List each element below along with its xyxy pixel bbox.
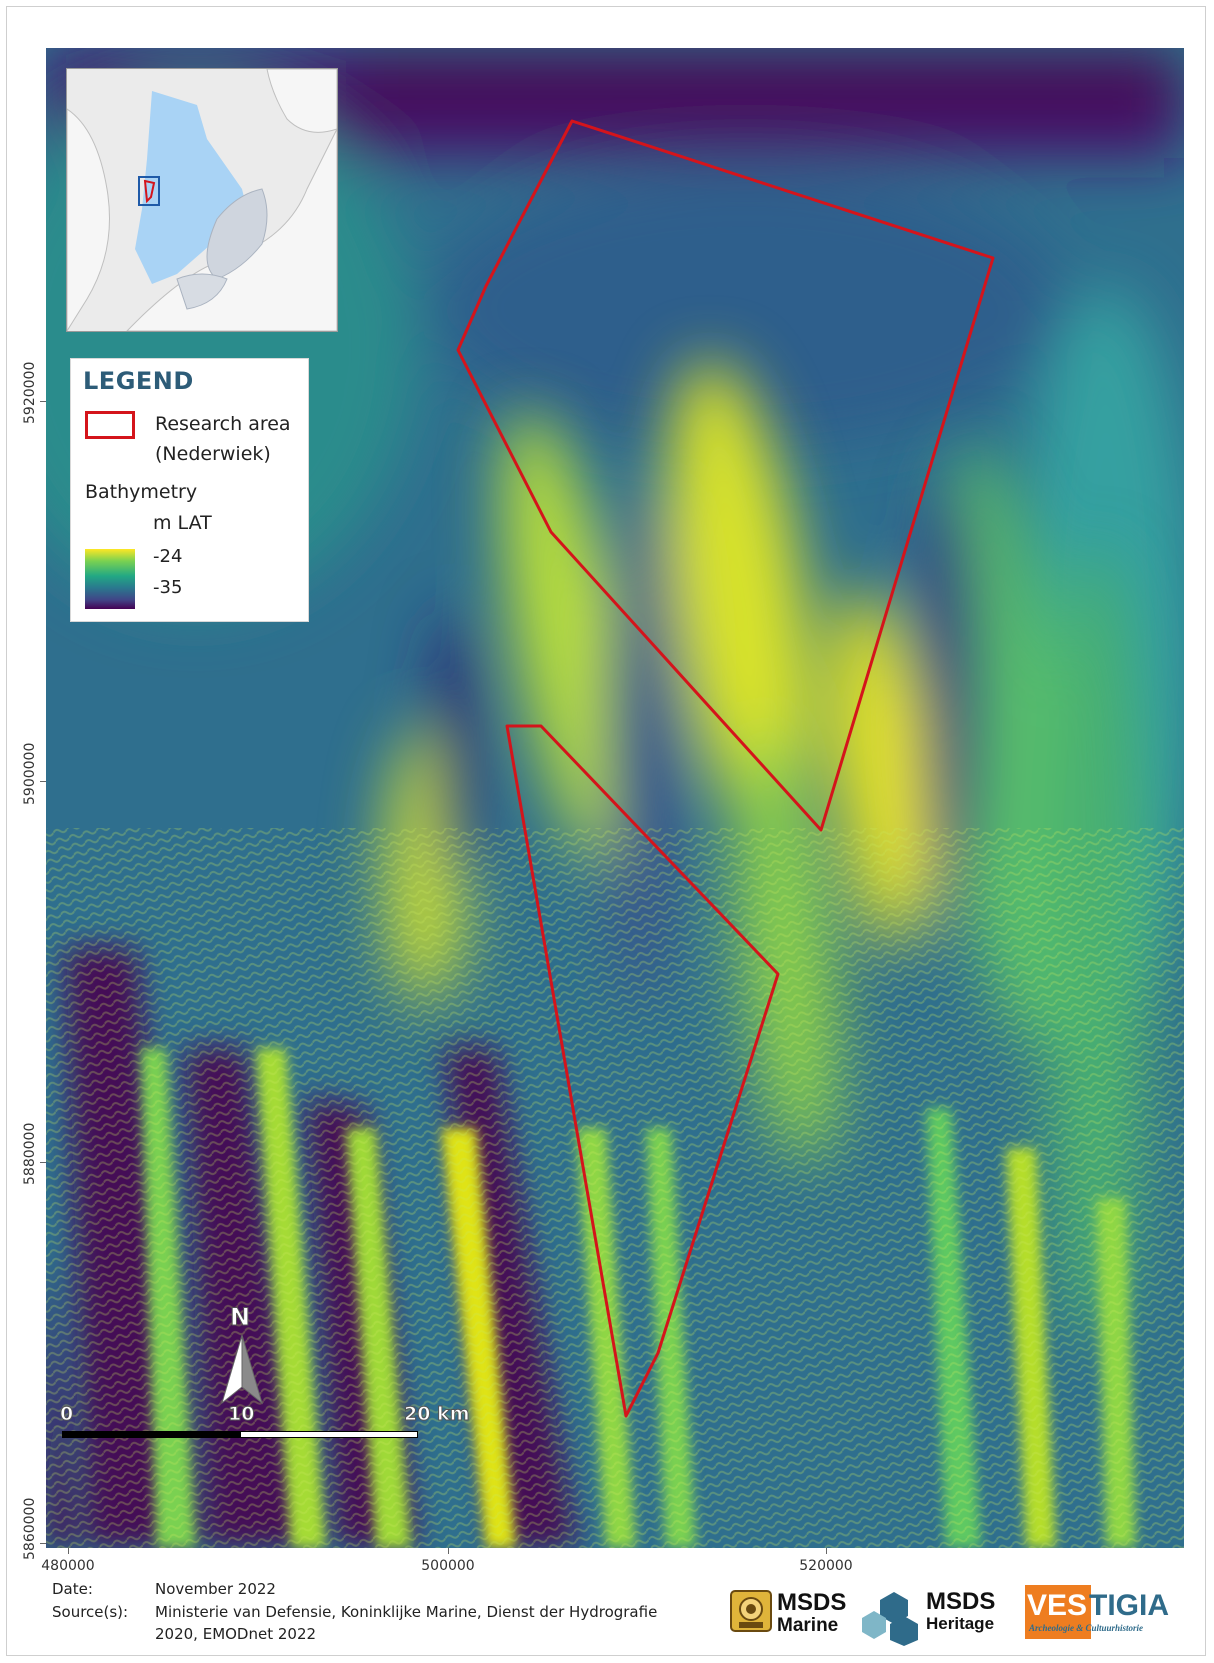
north-arrow: N (218, 1303, 274, 1408)
x-tick (68, 1548, 69, 1554)
y-axis-label-5880000: 5880000 (22, 1122, 38, 1185)
msds-marine-logo: MSDS Marine (725, 1583, 860, 1643)
y-tick (40, 1543, 46, 1544)
msds-heritage-text-1: MSDS (926, 1588, 996, 1615)
msds-heritage-logo: MSDS Heritage (860, 1578, 1015, 1648)
ramp-low-label: -35 (153, 577, 183, 598)
vestigia-subtitle: Archeologie & Cultuurhistorie (1029, 1623, 1144, 1633)
bathymetry-map[interactable]: LEGEND Research area (Nederwiek) Bathyme… (46, 48, 1184, 1548)
date-key: Date: (52, 1580, 93, 1598)
logos-area: MSDS Marine MSDS Heritage VES TIGIA Arch… (725, 1578, 1180, 1648)
research-area-swatch (85, 411, 135, 439)
inset-locator-map (66, 68, 338, 332)
msds-marine-text-2: Marine (777, 1615, 839, 1636)
bathymetry-color-ramp (85, 549, 135, 609)
vestigia-orange-block (1025, 1585, 1091, 1639)
y-tick (40, 401, 46, 402)
source-value: Ministerie van Defensie, Koninklijke Mar… (155, 1603, 658, 1643)
ramp-high-label: -24 (153, 546, 183, 567)
scale-label-20: 20 km (404, 1403, 470, 1426)
y-axis-label-5860000: 5860000 (22, 1497, 38, 1560)
scale-label-0: 0 (59, 1403, 74, 1426)
date-value: November 2022 (155, 1580, 276, 1598)
x-axis-label-520000: 520000 (799, 1558, 853, 1574)
bathymetry-title: Bathymetry (85, 481, 198, 503)
legend-panel: LEGEND Research area (Nederwiek) Bathyme… (70, 358, 309, 622)
scale-label-10: 10 (227, 1403, 255, 1426)
x-axis-label-500000: 500000 (421, 1558, 475, 1574)
research-area-outline[interactable] (456, 119, 995, 1418)
scale-bar: 0 10 20 km (59, 1403, 470, 1443)
legend-title: LEGEND (83, 367, 194, 395)
research-area-label: Research area (Nederwiek) (155, 413, 291, 465)
vestigia-text-2: TIGIA (1089, 1589, 1169, 1622)
y-tick (40, 1162, 46, 1163)
hexagon-icon (862, 1592, 918, 1646)
y-tick (40, 781, 46, 782)
bathymetry-unit: m LAT (153, 512, 212, 534)
x-tick (826, 1548, 827, 1554)
north-arrow-icon (221, 1334, 263, 1405)
scale-segment-white (240, 1431, 418, 1438)
x-tick (448, 1548, 449, 1554)
diver-helmet-icon (730, 1590, 772, 1632)
source-key: Source(s): (52, 1603, 129, 1621)
inset-map-graphic (67, 69, 337, 331)
x-axis-label-480000: 480000 (41, 1558, 95, 1574)
msds-marine-text-1: MSDS (777, 1589, 847, 1616)
y-axis-label-5920000: 5920000 (22, 361, 38, 424)
vestigia-logo: VES TIGIA Archeologie & Cultuurhistorie (1025, 1583, 1180, 1643)
vestigia-text-1: VES (1027, 1589, 1088, 1622)
y-axis-label-5900000: 5900000 (22, 742, 38, 805)
map-frame (6, 6, 1206, 1656)
scale-segment-black (62, 1431, 240, 1438)
msds-heritage-text-2: Heritage (926, 1614, 995, 1633)
north-letter: N (229, 1303, 251, 1332)
